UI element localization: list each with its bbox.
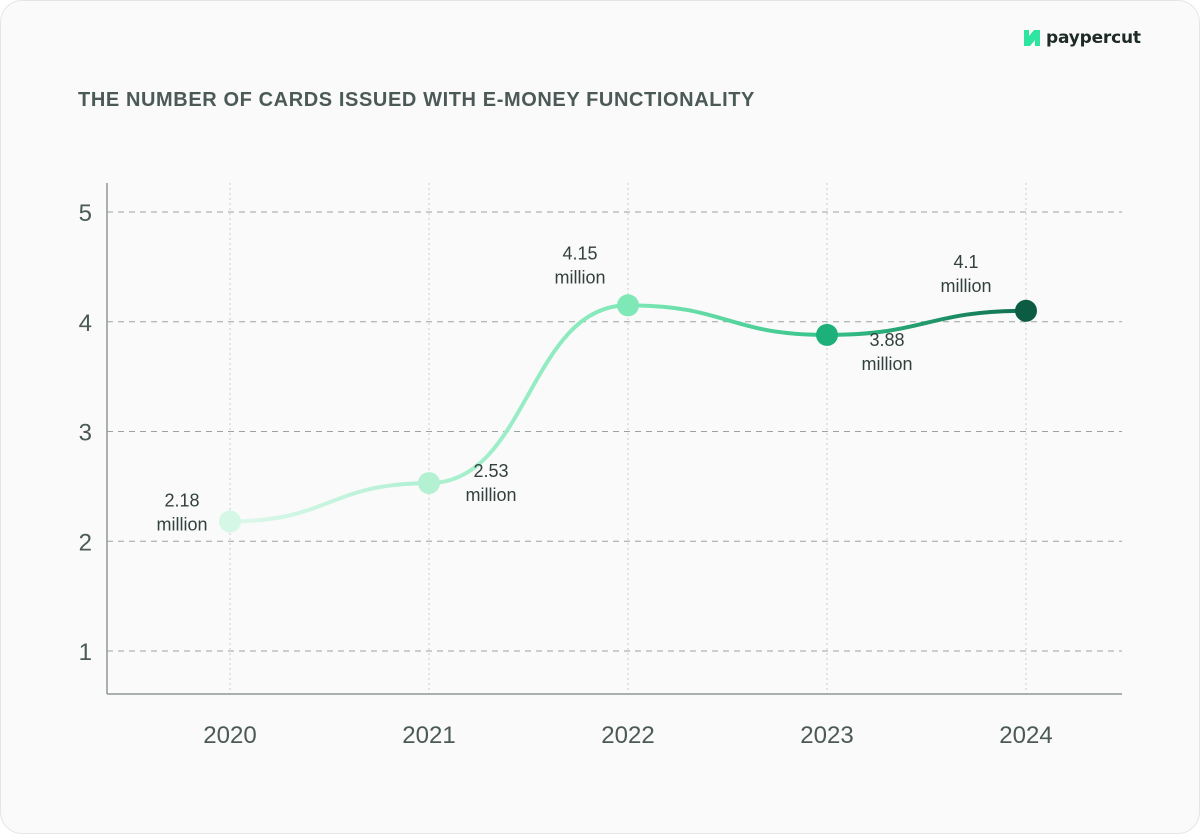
series-line (228, 303, 1028, 524)
data-label: 4.15 (562, 243, 597, 263)
data-point (1015, 299, 1037, 322)
data-label: 2.53 (473, 461, 508, 481)
data-point (418, 472, 440, 495)
data-label: million (554, 267, 605, 287)
data-point (816, 323, 838, 346)
x-tick-label: 2024 (999, 722, 1052, 749)
x-tick-label: 2023 (800, 722, 853, 749)
data-label: million (156, 514, 207, 534)
data-label: 3.88 (869, 330, 904, 350)
x-tick-label: 2020 (203, 722, 256, 749)
x-tick-label: 2022 (601, 722, 654, 749)
brand-name: paypercut (1046, 28, 1141, 48)
paypercut-logo-icon (1024, 30, 1040, 46)
y-tick-label: 1 (79, 639, 92, 666)
data-point (617, 294, 639, 317)
y-tick-label: 5 (79, 200, 92, 227)
data-label: million (861, 354, 912, 374)
chart-title: THE NUMBER OF CARDS ISSUED WITH E-MONEY … (78, 89, 755, 111)
data-point (219, 510, 241, 533)
data-label: 2.18 (164, 490, 199, 510)
data-label: 4.1 (953, 252, 978, 272)
brand-logo: paypercut (1022, 28, 1141, 48)
y-tick-label: 4 (79, 310, 92, 337)
data-label: million (940, 276, 991, 296)
data-label: million (465, 485, 516, 505)
x-tick-label: 2021 (402, 722, 455, 749)
y-tick-label: 3 (79, 420, 92, 447)
y-tick-label: 2 (79, 529, 92, 556)
